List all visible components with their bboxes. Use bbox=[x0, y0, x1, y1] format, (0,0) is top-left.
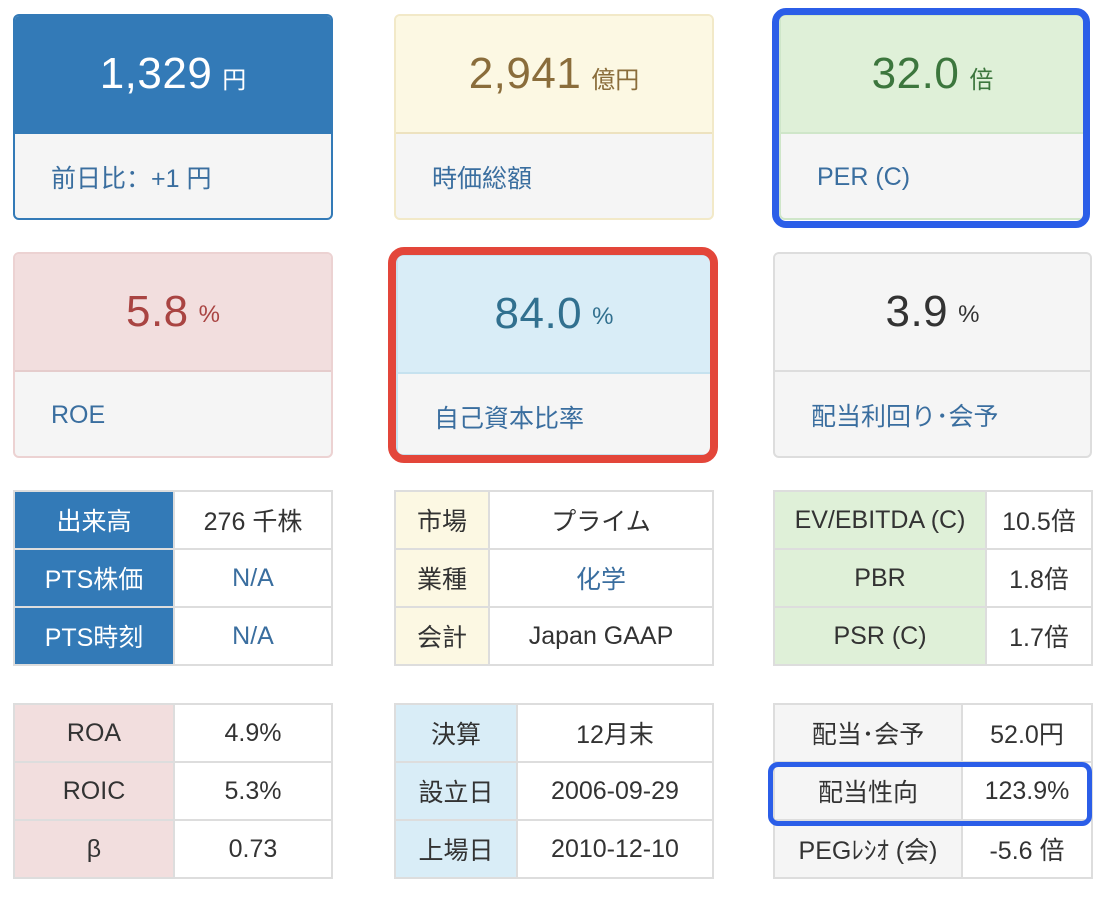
roe-card: 5.8 % ROE bbox=[13, 252, 333, 458]
dividend-yield-card: 3.9 % 配当利回り･会予 bbox=[773, 252, 1092, 458]
market-cap-unit: 億円 bbox=[591, 66, 640, 94]
dividend-yield-unit: % bbox=[958, 301, 980, 328]
market-label: 市場 bbox=[394, 490, 490, 550]
table-row: EV/EBITDA (C) 10.5倍 bbox=[773, 490, 1093, 550]
valuation-table: EV/EBITDA (C) 10.5倍 PBR 1.8倍 PSR (C) 1.7… bbox=[773, 490, 1093, 666]
listed-label: 上場日 bbox=[394, 819, 518, 879]
beta-value: 0.73 bbox=[173, 819, 333, 879]
per-card: 32.0 倍 PER (C) bbox=[779, 14, 1086, 220]
stock-price-value: 1,329 bbox=[99, 49, 213, 98]
market-cap-label[interactable]: 時価総額 bbox=[432, 165, 533, 193]
price-change-label: 前日比：+1 円 bbox=[51, 165, 212, 193]
roe-value: 5.8 bbox=[125, 287, 189, 336]
market-value: プライム bbox=[488, 490, 714, 550]
per-label[interactable]: PER (C) bbox=[817, 162, 911, 191]
dividend-forecast-label: 配当･会予 bbox=[773, 703, 963, 763]
table-row: β 0.73 bbox=[13, 819, 333, 879]
roic-label: ROIC bbox=[13, 761, 175, 821]
ev-ebitda-value: 10.5倍 bbox=[985, 490, 1093, 550]
industry-value[interactable]: 化学 bbox=[488, 548, 714, 608]
payout-ratio-value: 123.9% bbox=[961, 761, 1093, 821]
fiscal-value: 12月末 bbox=[516, 703, 714, 763]
table-row: 出来高 276 千株 bbox=[13, 490, 333, 550]
accounting-value: Japan GAAP bbox=[488, 606, 714, 666]
table-row: 市場 プライム bbox=[394, 490, 714, 550]
listed-value: 2010-12-10 bbox=[516, 819, 714, 879]
equity-ratio-panel: 84.0 % bbox=[398, 256, 710, 374]
market-cap-card: 2,941 億円 時価総額 bbox=[394, 14, 714, 220]
market-cap-panel: 2,941 億円 bbox=[396, 16, 712, 134]
pts-price-value[interactable]: N/A bbox=[173, 548, 333, 608]
pts-time-label: PTS時刻 bbox=[13, 606, 175, 666]
table-row: PSR (C) 1.7倍 bbox=[773, 606, 1093, 666]
payout-ratio-label: 配当性向 bbox=[773, 761, 963, 821]
market-table: 市場 プライム 業種 化学 会計 Japan GAAP bbox=[394, 490, 714, 666]
roe-label[interactable]: ROE bbox=[51, 400, 106, 429]
table-row: 業種 化学 bbox=[394, 548, 714, 608]
dividend-forecast-value: 52.0円 bbox=[961, 703, 1093, 763]
trading-table: 出来高 276 千株 PTS株価 N/A PTS時刻 N/A bbox=[13, 490, 333, 666]
equity-ratio-unit: % bbox=[592, 303, 614, 330]
accounting-label: 会計 bbox=[394, 606, 490, 666]
per-panel: 32.0 倍 bbox=[781, 16, 1084, 134]
volume-label: 出来高 bbox=[13, 490, 175, 550]
roe-panel: 5.8 % bbox=[15, 254, 331, 372]
table-row: 配当性向 123.9% bbox=[773, 761, 1093, 821]
table-row: 決算 12月末 bbox=[394, 703, 714, 763]
table-row: 会計 Japan GAAP bbox=[394, 606, 714, 666]
per-value: 32.0 bbox=[871, 49, 960, 98]
industry-label: 業種 bbox=[394, 548, 490, 608]
equity-ratio-card: 84.0 % 自己資本比率 bbox=[396, 254, 712, 456]
dividend-yield-label[interactable]: 配当利回り･会予 bbox=[811, 403, 999, 431]
table-row: PTS株価 N/A bbox=[13, 548, 333, 608]
peg-ratio-value: -5.6 倍 bbox=[961, 819, 1093, 879]
table-row: PEGﾚｼｵ (会) -5.6 倍 bbox=[773, 819, 1093, 879]
table-row: PTS時刻 N/A bbox=[13, 606, 333, 666]
table-row: 設立日 2006-09-29 bbox=[394, 761, 714, 821]
roe-unit: % bbox=[198, 301, 220, 328]
fiscal-label: 決算 bbox=[394, 703, 518, 763]
table-row: 配当･会予 52.0円 bbox=[773, 703, 1093, 763]
per-unit: 倍 bbox=[969, 66, 994, 94]
dividend-table: 配当･会予 52.0円 配当性向 123.9% PEGﾚｼｵ (会) -5.6 … bbox=[773, 703, 1093, 879]
table-row: ROA 4.9% bbox=[13, 703, 333, 763]
table-row: PBR 1.8倍 bbox=[773, 548, 1093, 608]
established-value: 2006-09-29 bbox=[516, 761, 714, 821]
roa-value: 4.9% bbox=[173, 703, 333, 763]
pbr-label: PBR bbox=[773, 548, 987, 608]
dividend-yield-value: 3.9 bbox=[885, 287, 949, 336]
psr-label: PSR (C) bbox=[773, 606, 987, 666]
roa-label: ROA bbox=[13, 703, 175, 763]
established-label: 設立日 bbox=[394, 761, 518, 821]
peg-ratio-label: PEGﾚｼｵ (会) bbox=[773, 819, 963, 879]
pts-time-value[interactable]: N/A bbox=[173, 606, 333, 666]
table-row: ROIC 5.3% bbox=[13, 761, 333, 821]
stock-price-card: 1,329 円 前日比：+1 円 bbox=[13, 14, 333, 220]
pts-price-label: PTS株価 bbox=[13, 548, 175, 608]
stock-price-panel: 1,329 円 bbox=[15, 16, 331, 134]
psr-value: 1.7倍 bbox=[985, 606, 1093, 666]
equity-ratio-label[interactable]: 自己資本比率 bbox=[434, 405, 585, 433]
returns-table: ROA 4.9% ROIC 5.3% β 0.73 bbox=[13, 703, 333, 879]
table-row: 上場日 2010-12-10 bbox=[394, 819, 714, 879]
market-cap-value: 2,941 bbox=[468, 49, 582, 98]
company-table: 決算 12月末 設立日 2006-09-29 上場日 2010-12-10 bbox=[394, 703, 714, 879]
roic-value: 5.3% bbox=[173, 761, 333, 821]
volume-value: 276 千株 bbox=[173, 490, 333, 550]
equity-ratio-value: 84.0 bbox=[494, 289, 583, 338]
beta-label: β bbox=[13, 819, 175, 879]
stock-price-unit: 円 bbox=[222, 66, 247, 94]
ev-ebitda-label: EV/EBITDA (C) bbox=[773, 490, 987, 550]
dividend-yield-panel: 3.9 % bbox=[775, 254, 1090, 372]
pbr-value: 1.8倍 bbox=[985, 548, 1093, 608]
